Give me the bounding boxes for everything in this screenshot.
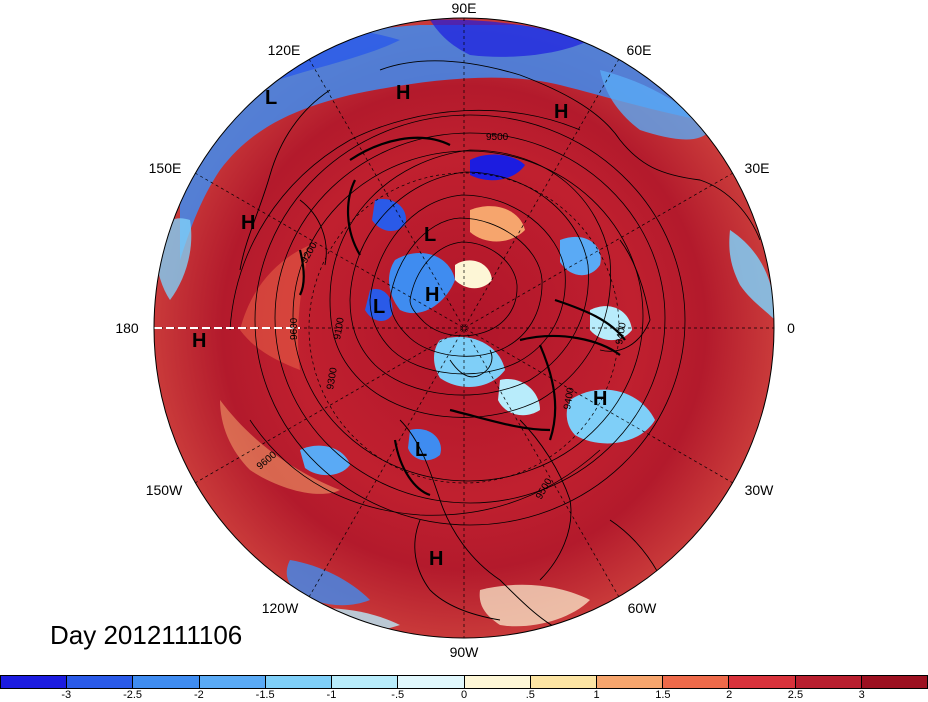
lon-label-120w: 120W	[261, 600, 299, 616]
colorbar-segment	[530, 676, 597, 688]
high-center: H	[429, 548, 443, 570]
colorbar-tick-label: 1.5	[655, 689, 671, 701]
high-center: H	[192, 330, 206, 352]
lon-label-180: 180	[115, 320, 139, 336]
contour-label: 9300	[325, 366, 340, 390]
colorbar-segment	[1, 676, 68, 688]
contour-label: 9600	[289, 317, 300, 340]
colorbar-tick-label: 1	[593, 689, 600, 701]
graticule	[154, 18, 774, 638]
low-center: L	[415, 439, 427, 461]
contour-label: 9500	[486, 132, 509, 143]
lon-label-30e: 30E	[744, 160, 770, 176]
colorbar-tick-label: -2.5	[123, 689, 143, 701]
jet-contours	[298, 136, 626, 497]
colorbar-tick-label: -1.5	[255, 689, 275, 701]
colorbar	[0, 675, 928, 689]
colorbar-tick-label: 2	[726, 689, 733, 701]
contour-label: 9100	[332, 316, 347, 340]
lon-label-150w: 150W	[145, 482, 183, 498]
colorbar-segment	[596, 676, 664, 688]
colorbar-segment	[265, 676, 333, 688]
colorbar-tick-label: -.5	[391, 689, 405, 701]
lon-label-60w: 60W	[627, 600, 657, 616]
day-title: Day 2012111106	[50, 620, 243, 650]
pressure-centers: L H H H L H L H H L H	[192, 82, 607, 570]
high-center: H	[241, 212, 255, 234]
lon-label-120e: 120E	[267, 42, 301, 58]
colorbar-segment	[663, 676, 730, 688]
colorbar-segment	[795, 676, 862, 688]
colorbar-tick-label: .5	[525, 689, 535, 701]
colorbar-segment	[199, 676, 266, 688]
low-center: L	[265, 87, 277, 109]
colorbar-segment	[729, 676, 796, 688]
height-contours	[229, 109, 686, 526]
map-border	[153, 17, 775, 639]
colorbar-tick-label: 3	[858, 689, 865, 701]
lon-label-30w: 30W	[744, 482, 774, 498]
lon-label-0: 0	[787, 320, 795, 336]
lon-label-150e: 150E	[148, 160, 182, 176]
lon-label-90e: 90E	[451, 0, 477, 16]
colorbar-segment	[861, 676, 928, 688]
colorbar-tick-label: 2.5	[787, 689, 804, 701]
lon-label-60e: 60E	[626, 42, 652, 58]
colorbar-tick-label: -3	[61, 689, 72, 701]
colorbar-segment	[398, 676, 465, 688]
low-center: L	[373, 296, 385, 318]
colorbar-tick-label: -2	[193, 689, 204, 701]
high-center: H	[425, 284, 439, 306]
colorbar-segment	[133, 676, 200, 688]
colorbar-segment	[332, 676, 399, 688]
contour-label: 9400	[562, 386, 577, 410]
low-center: L	[424, 224, 436, 246]
contour-label: 9400	[614, 321, 629, 345]
high-center: H	[396, 82, 410, 104]
lon-label-90w: 90W	[449, 644, 479, 660]
colorbar-segment	[464, 676, 531, 688]
colorbar-segment	[67, 676, 134, 688]
colorbar-tick-label: -1	[326, 689, 337, 701]
high-center: H	[554, 101, 568, 123]
colorbar-tick-label: 0	[460, 689, 468, 701]
high-center: H	[593, 388, 607, 410]
